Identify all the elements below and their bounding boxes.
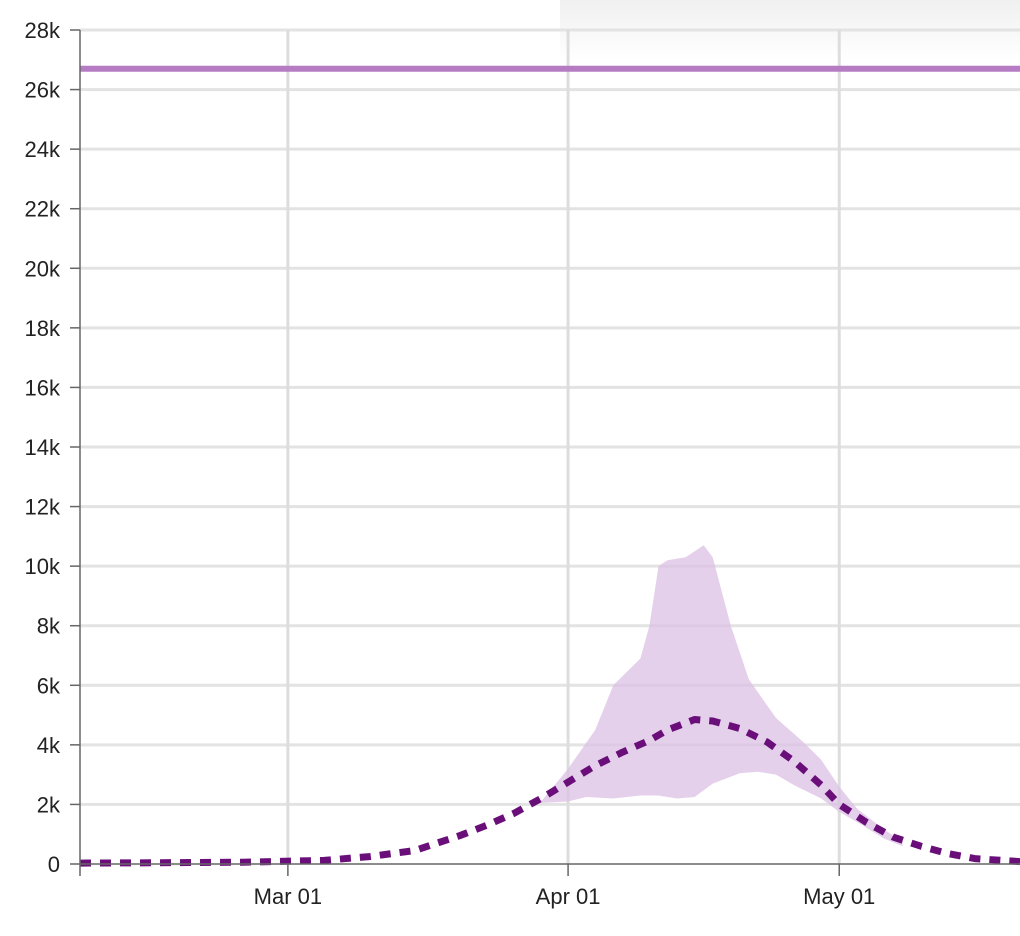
x-tick-label: Apr 01 — [536, 884, 601, 909]
y-tick-label: 0 — [48, 852, 60, 877]
y-tick-label: 6k — [37, 673, 61, 698]
y-tick-label: 10k — [25, 554, 61, 579]
series-layer — [79, 716, 1020, 867]
y-tick-label: 12k — [25, 495, 61, 520]
projection-dashed-line — [79, 716, 1020, 867]
grid-layer — [80, 28, 1020, 864]
y-tick-label: 18k — [25, 316, 61, 341]
y-tick-label: 16k — [25, 375, 61, 400]
y-tick-label: 28k — [25, 18, 61, 43]
y-tick-label: 20k — [25, 256, 61, 281]
y-tick-label: 8k — [37, 614, 61, 639]
tick-label-layer: 0 2k 4k 6k 8k 10k 12k 14k 16k 18k 20k 22k 24k 26k 28k M… — [25, 18, 876, 909]
y-tick-label: 4k — [37, 733, 61, 758]
y-tick-label: 14k — [25, 435, 61, 460]
x-tick-label: Mar 01 — [254, 884, 322, 909]
y-tick-label: 2k — [37, 792, 61, 817]
y-tick-label: 26k — [25, 78, 61, 103]
y-tick-label: 24k — [25, 137, 61, 162]
uncertainty-band-layer — [541, 545, 903, 847]
y-tick-label: 22k — [25, 197, 61, 222]
axis-layer — [70, 29, 1020, 876]
uncertainty-band — [541, 545, 903, 847]
x-tick-label: May 01 — [803, 884, 875, 909]
